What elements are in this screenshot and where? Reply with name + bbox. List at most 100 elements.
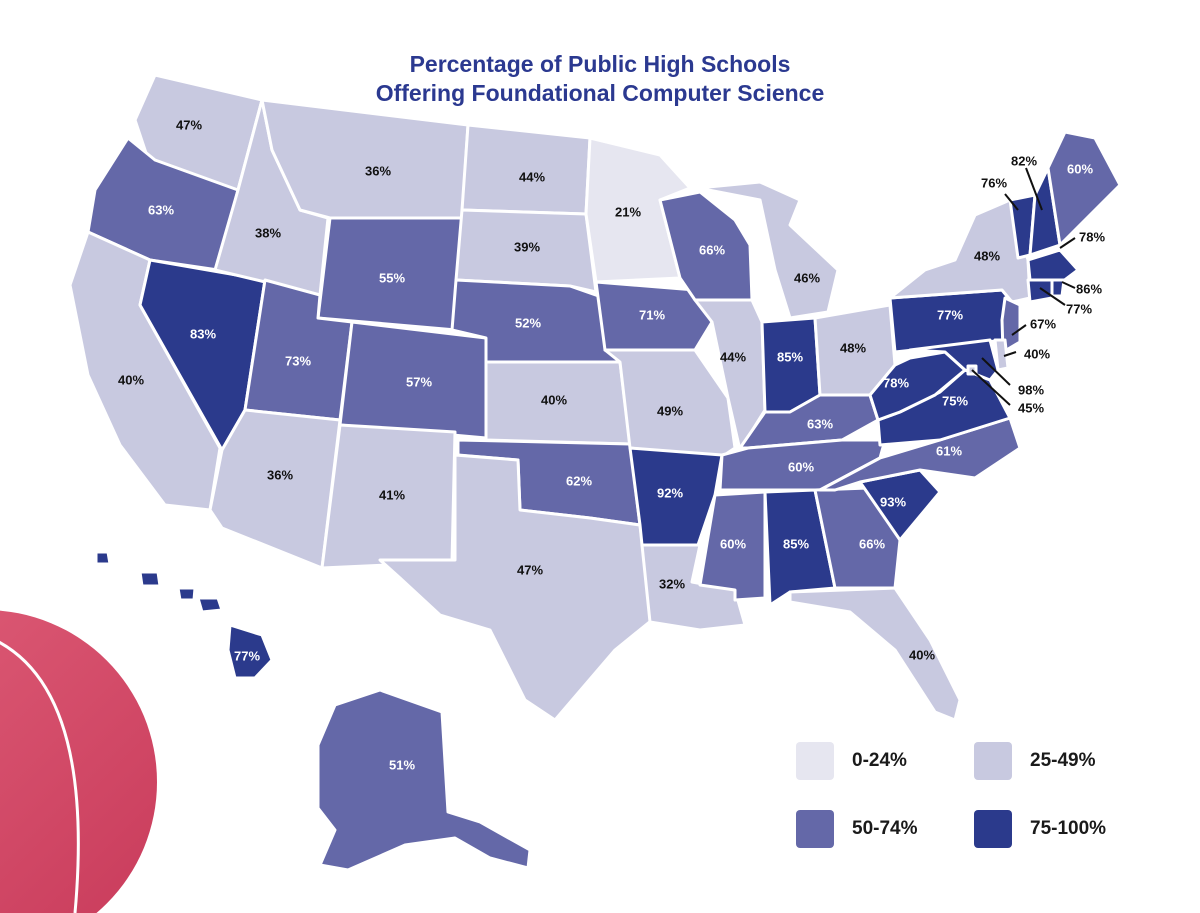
- state-label-nd: 44%: [519, 169, 545, 184]
- state-label-md: 98%: [1018, 382, 1044, 397]
- state-label-ct: 77%: [1066, 301, 1092, 316]
- state-label-ia: 71%: [639, 307, 665, 322]
- legend-label-75-100: 75-100%: [1030, 818, 1107, 839]
- state-label-az: 36%: [267, 467, 293, 482]
- state-label-ok: 62%: [566, 473, 592, 488]
- state-wi[interactable]: [658, 190, 754, 302]
- state-tn[interactable]: [718, 438, 887, 492]
- state-label-ma: 78%: [1079, 229, 1105, 244]
- state-ny[interactable]: [888, 198, 1032, 304]
- state-label-nh: 82%: [1011, 153, 1037, 168]
- map-legend: 0-24% 25-49% 50-74% 75-100%: [796, 742, 1156, 852]
- map-title-line-2: Offering Foundational Computer Science: [375, 80, 825, 106]
- legend-swatch-0-24: [796, 742, 834, 780]
- state-label-tx: 47%: [517, 562, 543, 577]
- states-layer: [68, 73, 1122, 872]
- legend-item-50-74: 50-74%: [796, 810, 918, 848]
- map-title: Percentage of Public High Schools Offeri…: [300, 50, 900, 108]
- state-label-ar: 92%: [657, 485, 683, 500]
- legend-item-25-49: 25-49%: [974, 742, 1096, 780]
- state-label-ut: 73%: [285, 353, 311, 368]
- state-label-ak: 51%: [389, 757, 415, 772]
- state-label-va: 75%: [942, 393, 968, 408]
- state-label-wy: 55%: [379, 270, 405, 285]
- state-label-vt: 76%: [981, 175, 1007, 190]
- state-hi-kauai[interactable]: [138, 570, 162, 588]
- state-label-wi: 66%: [699, 242, 725, 257]
- legend-label-25-49: 25-49%: [1030, 750, 1096, 771]
- state-label-de: 40%: [1024, 346, 1050, 361]
- leader-line-ct: [1039, 287, 1066, 306]
- state-me[interactable]: [1046, 130, 1122, 247]
- state-label-dc: 45%: [1018, 400, 1044, 415]
- legend-swatch-75-100: [974, 810, 1012, 848]
- state-label-mi: 46%: [794, 270, 820, 285]
- leader-line-nj: [1011, 324, 1027, 336]
- state-label-tn: 60%: [788, 459, 814, 474]
- state-mi[interactable]: [696, 180, 840, 320]
- legend-label-0-24: 0-24%: [852, 750, 907, 771]
- state-ak[interactable]: [316, 688, 532, 872]
- state-label-wa: 47%: [176, 117, 202, 132]
- state-label-ky: 63%: [807, 416, 833, 431]
- leader-line-md: [981, 357, 1011, 386]
- state-de[interactable]: [993, 338, 1010, 372]
- state-label-sd: 39%: [514, 239, 540, 254]
- state-label-co: 57%: [406, 374, 432, 389]
- state-label-nj: 67%: [1030, 316, 1056, 331]
- leader-line-vt: [1004, 193, 1019, 211]
- state-hi-oahu[interactable]: [176, 586, 197, 602]
- legend-label-50-74: 50-74%: [852, 818, 918, 839]
- legend-swatch-50-74: [796, 810, 834, 848]
- leader-line-dc: [971, 369, 1011, 406]
- state-label-ks: 40%: [541, 392, 567, 407]
- state-nj[interactable]: [1000, 296, 1022, 354]
- state-ct[interactable]: [1026, 278, 1054, 304]
- state-label-ny: 48%: [974, 248, 1000, 263]
- state-tx[interactable]: [378, 453, 654, 722]
- legend-item-75-100: 75-100%: [974, 810, 1106, 848]
- state-ga[interactable]: [813, 486, 902, 590]
- state-label-in: 85%: [777, 349, 803, 364]
- state-label-ne: 52%: [515, 315, 541, 330]
- leader-line-ri: [1061, 281, 1076, 289]
- state-hi-niihau[interactable]: [94, 550, 112, 566]
- state-label-hi: 77%: [234, 648, 260, 663]
- state-ia[interactable]: [594, 280, 714, 352]
- state-fl[interactable]: [788, 586, 962, 722]
- state-label-ms: 60%: [720, 536, 746, 551]
- state-hi-big-island[interactable]: [226, 623, 274, 680]
- state-label-mo: 49%: [657, 403, 683, 418]
- state-label-mt: 36%: [365, 163, 391, 178]
- state-hi[interactable]: [94, 550, 274, 680]
- leader-line-nh: [1025, 167, 1043, 211]
- state-ma[interactable]: [1026, 248, 1080, 284]
- state-label-wv: 78%: [883, 375, 909, 390]
- state-value-labels: 47% 63% 40% 83% 38% 36% 55% 73% 36% 57% …: [118, 117, 1105, 772]
- state-label-al: 85%: [783, 536, 809, 551]
- state-label-pa: 77%: [937, 307, 963, 322]
- label-leader-lines: [971, 167, 1076, 406]
- legend-item-0-24: 0-24%: [796, 742, 907, 780]
- state-label-ga: 66%: [859, 536, 885, 551]
- state-label-la: 32%: [659, 576, 685, 591]
- state-label-me: 60%: [1067, 161, 1093, 176]
- state-label-fl: 40%: [909, 647, 935, 662]
- state-label-or: 63%: [148, 202, 174, 217]
- state-hi-maui[interactable]: [196, 596, 224, 614]
- leader-line-de: [1003, 351, 1017, 357]
- state-in[interactable]: [760, 316, 822, 414]
- state-label-nm: 41%: [379, 487, 405, 502]
- state-label-nc: 61%: [936, 443, 962, 458]
- state-label-il: 44%: [720, 349, 746, 364]
- legend-swatch-25-49: [974, 742, 1012, 780]
- state-label-id: 38%: [255, 225, 281, 240]
- state-label-mn: 21%: [615, 204, 641, 219]
- state-label-oh: 48%: [840, 340, 866, 355]
- state-la[interactable]: [640, 543, 747, 632]
- state-label-ca: 40%: [118, 372, 144, 387]
- state-label-nv: 83%: [190, 326, 216, 341]
- map-title-line-1: Percentage of Public High Schools: [409, 51, 791, 77]
- state-label-ri: 86%: [1076, 281, 1102, 296]
